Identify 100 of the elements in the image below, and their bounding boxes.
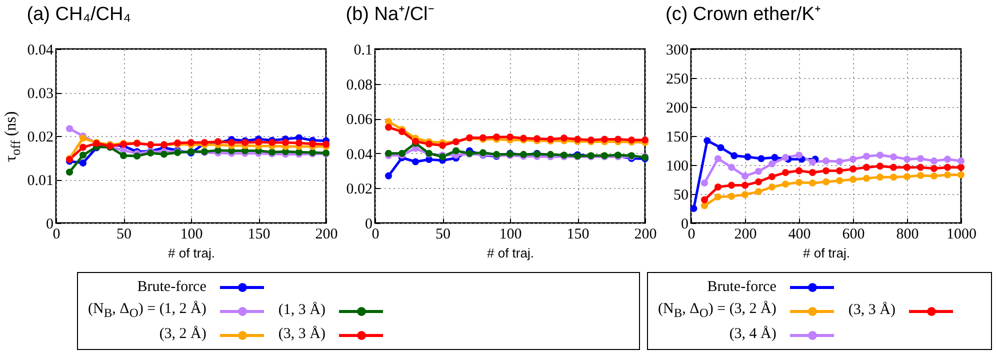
y-tick-label: 0 <box>681 216 688 232</box>
y-tick-label: 0.04 <box>27 42 54 58</box>
point <box>384 124 392 131</box>
point <box>425 140 433 148</box>
point <box>890 153 898 160</box>
point <box>903 173 911 180</box>
point <box>728 192 736 200</box>
point <box>771 154 778 161</box>
point <box>384 150 392 157</box>
x-tick-label: 800 <box>896 226 919 242</box>
point <box>754 188 762 196</box>
point <box>836 167 844 174</box>
point <box>714 155 722 162</box>
point <box>808 169 816 176</box>
point <box>795 178 803 186</box>
x-tick-label: 50 <box>436 226 450 242</box>
point <box>876 162 884 170</box>
point <box>728 182 736 189</box>
y-tick-label: 0.03 <box>27 86 54 102</box>
x-tick-label: 1000 <box>946 226 976 242</box>
point <box>876 152 884 159</box>
point <box>187 138 195 146</box>
point <box>795 167 803 174</box>
point <box>849 156 857 163</box>
point <box>79 159 87 166</box>
legend-label: Brute-force <box>136 278 206 296</box>
point <box>308 140 316 148</box>
point <box>398 128 406 136</box>
chart-title: (a) CH₄/CH₄ <box>26 4 132 25</box>
point <box>930 157 938 164</box>
legend-label: (N$_{B}$, Δ$_{O}$) = (1, 2 Å) <box>88 300 206 321</box>
point <box>452 147 460 154</box>
point <box>957 171 965 178</box>
legend-label: (3, 3 Å) <box>848 302 896 320</box>
point <box>890 164 898 171</box>
legend-label: (1, 3 Å) <box>278 302 326 320</box>
point <box>957 164 965 171</box>
legend-label: (3, 3 Å) <box>278 326 326 344</box>
y-tick-label: 0 <box>46 216 54 232</box>
point <box>700 202 708 210</box>
y-tick-label: 0.08 <box>346 77 372 94</box>
point <box>600 136 608 143</box>
point <box>754 178 762 186</box>
point <box>66 125 74 132</box>
y-tick-label: 0.02 <box>346 182 372 198</box>
point <box>930 164 938 172</box>
point <box>795 152 803 159</box>
point <box>744 153 752 160</box>
point <box>944 156 952 163</box>
y-tick-label: 0 <box>365 216 372 232</box>
x-tick-label: 150 <box>566 226 590 242</box>
point <box>768 160 776 168</box>
point <box>862 152 870 160</box>
point <box>916 155 924 162</box>
point <box>782 154 790 161</box>
point <box>754 168 762 175</box>
point <box>728 164 736 171</box>
point <box>295 139 303 146</box>
point <box>758 155 765 162</box>
point <box>903 156 911 163</box>
point <box>768 173 776 180</box>
x-tick-label: 200 <box>634 226 657 242</box>
y-tick-label: 250 <box>666 72 688 88</box>
point <box>822 178 830 186</box>
x-tick-label: 150 <box>248 226 270 242</box>
point <box>944 171 952 178</box>
point <box>704 137 711 144</box>
point <box>560 134 568 142</box>
chart-title: (b) Na⁺/Cl⁻ <box>346 4 434 25</box>
x-tick-label: 200 <box>315 226 338 242</box>
point <box>66 168 74 176</box>
point <box>849 166 857 173</box>
x-tick-label: 200 <box>734 226 757 242</box>
point <box>890 174 898 181</box>
x-tick-label: 100 <box>499 226 522 242</box>
point <box>133 152 141 160</box>
point <box>506 134 514 141</box>
legend-label: (3, 2 Å) <box>158 326 206 344</box>
point <box>717 144 724 152</box>
point <box>808 179 816 187</box>
point <box>944 164 952 171</box>
point <box>741 172 749 180</box>
point <box>808 158 816 166</box>
x-axis-title: # of traj. <box>803 246 850 260</box>
legend-label: (N$_{B}$, Δ$_{O}$) = (3, 2 Å) <box>658 300 776 321</box>
point <box>849 176 857 184</box>
point <box>614 136 622 143</box>
point <box>836 177 844 184</box>
point <box>957 157 965 164</box>
point <box>268 138 276 146</box>
point <box>79 134 87 142</box>
point <box>714 184 722 191</box>
point <box>916 172 924 179</box>
point <box>916 164 924 171</box>
point <box>876 174 884 181</box>
point <box>862 174 870 182</box>
y-tick-label: 100 <box>666 158 688 174</box>
point <box>214 146 222 154</box>
legend-label: Brute-force <box>706 278 776 296</box>
point <box>384 172 392 180</box>
